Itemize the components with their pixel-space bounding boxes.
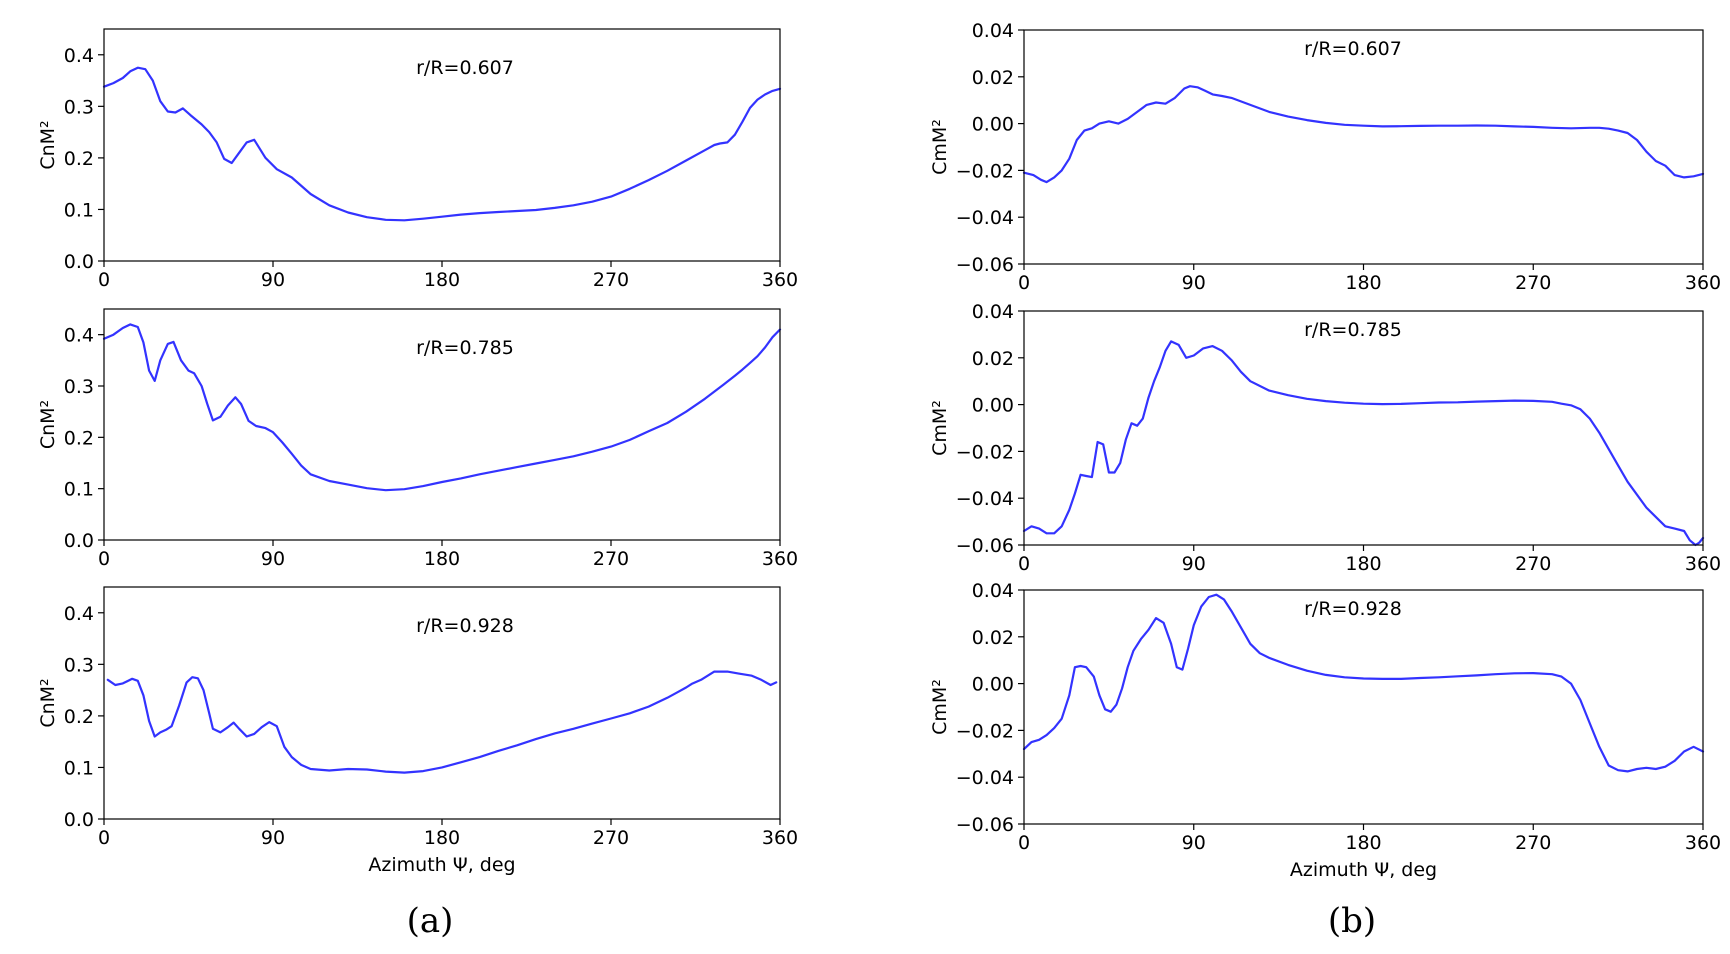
x-tick-label: 180	[424, 269, 460, 291]
y-tick-label: −0.06	[956, 254, 1014, 276]
x-tick-label: 270	[593, 548, 629, 570]
y-axis-label: CmM²	[929, 400, 951, 456]
x-tick-label: 90	[261, 269, 285, 291]
y-tick-label: 0.0	[64, 809, 94, 831]
x-tick-label: 90	[261, 827, 285, 849]
y-axis-label: CmM²	[929, 679, 951, 735]
y-tick-label: 0.4	[64, 45, 94, 67]
y-tick-label: 0.3	[64, 654, 94, 676]
subplot-a-3: 0 90 180 270 360 0.0 0.1 0.2 0.3 0.4 CnM² r/R=0.928…	[37, 586, 798, 876]
x-tick-label: 360	[762, 548, 798, 570]
y-tick-label: 0.02	[972, 627, 1014, 649]
radius-annotation: r/R=0.928	[1304, 598, 1402, 620]
y-tick-label: 0.00	[972, 674, 1014, 696]
y-axis-label: CnM²	[37, 678, 59, 727]
x-tick-label: 360	[1685, 272, 1721, 294]
x-tick-label: 90	[1182, 553, 1206, 575]
y-axis-label: CmM²	[929, 119, 951, 175]
x-tick-label: 180	[1345, 832, 1381, 854]
plot-frame	[1023, 29, 1704, 265]
subplot-b-2: 0 90 180 270 360 −0.06 −0.04 −0.02 0.00 0.02 0.04 C…	[929, 301, 1721, 575]
x-tick-label: 0	[1018, 553, 1030, 575]
subplot-container: 0 90 180 270 360 0.0 0.1 0.2 0.3 0.4 CnM² r/R=0.607…	[37, 20, 1721, 881]
x-tick-label: 180	[424, 827, 460, 849]
y-tick-label: −0.06	[956, 814, 1014, 836]
subplot-b-1: 0 90 180 270 360 −0.06 −0.04 −0.02 0.00 0.02 0.04 C…	[929, 20, 1721, 294]
y-tick-label: 0.02	[972, 348, 1014, 370]
y-tick-label: −0.04	[956, 767, 1014, 789]
x-tick-label: 270	[1515, 553, 1551, 575]
subplot-a-2: 0 90 180 270 360 0.0 0.1 0.2 0.3 0.4 CnM² r/R=0.785	[37, 308, 798, 570]
y-axis-label: CnM²	[37, 120, 59, 169]
y-tick-label: 0.3	[64, 96, 94, 118]
radius-annotation: r/R=0.607	[416, 57, 514, 79]
x-tick-label: 0	[98, 548, 110, 570]
x-tick-label: 180	[1345, 272, 1381, 294]
x-tick-label: 270	[1515, 832, 1551, 854]
subplot-b-3: 0 90 180 270 360 −0.06 −0.04 −0.02 0.00 0.02 0.04 C…	[929, 580, 1721, 881]
x-tick-label: 0	[1018, 272, 1030, 294]
y-tick-label: 0.1	[64, 757, 94, 779]
subplot-a-1: 0 90 180 270 360 0.0 0.1 0.2 0.3 0.4 CnM² r/R=0.607	[37, 28, 798, 291]
sublabel-b: (b)	[1328, 901, 1376, 941]
radius-annotation: r/R=0.928	[416, 615, 514, 637]
x-tick-label: 90	[261, 548, 285, 570]
plot-frame	[1023, 310, 1704, 546]
y-tick-label: 0.04	[972, 20, 1014, 42]
y-tick-label: 0.0	[64, 251, 94, 273]
x-tick-label: 0	[98, 827, 110, 849]
series-line	[1022, 340, 1705, 547]
y-tick-label: −0.02	[956, 441, 1014, 463]
x-tick-label: 270	[1515, 272, 1551, 294]
series-line	[102, 323, 782, 492]
y-tick-label: 0.2	[64, 427, 94, 449]
y-tick-label: 0.1	[64, 479, 94, 501]
series-line	[1022, 85, 1705, 184]
y-tick-label: −0.04	[956, 488, 1014, 510]
radius-annotation: r/R=0.785	[1304, 319, 1402, 341]
y-tick-label: 0.3	[64, 376, 94, 398]
y-tick-label: 0.0	[64, 530, 94, 552]
x-axis-label: Azimuth Ψ, deg	[1290, 859, 1437, 881]
y-tick-label: 0.04	[972, 580, 1014, 602]
y-tick-label: 0.2	[64, 148, 94, 170]
y-tick-label: 0.1	[64, 199, 94, 221]
series-line	[102, 66, 782, 222]
x-tick-label: 360	[762, 269, 798, 291]
y-tick-label: −0.06	[956, 535, 1014, 557]
x-axis-label: Azimuth Ψ, deg	[368, 854, 515, 876]
x-tick-label: 180	[1345, 553, 1381, 575]
y-tick-label: 0.02	[972, 67, 1014, 89]
radius-annotation: r/R=0.785	[416, 337, 514, 359]
y-tick-label: 0.04	[972, 301, 1014, 323]
y-tick-label: 0.2	[64, 706, 94, 728]
y-tick-label: −0.04	[956, 207, 1014, 229]
x-tick-label: 360	[1685, 832, 1721, 854]
y-tick-label: −0.02	[956, 160, 1014, 182]
x-tick-label: 360	[1685, 553, 1721, 575]
plot-frame	[1023, 589, 1704, 825]
x-tick-label: 90	[1182, 832, 1206, 854]
x-tick-label: 0	[1018, 832, 1030, 854]
x-tick-label: 0	[98, 269, 110, 291]
x-tick-label: 360	[762, 827, 798, 849]
x-tick-label: 270	[593, 269, 629, 291]
radius-annotation: r/R=0.607	[1304, 38, 1402, 60]
y-axis-label: CnM²	[37, 400, 59, 449]
y-tick-label: 0.00	[972, 395, 1014, 417]
sublabel-a: (a)	[407, 901, 454, 941]
y-tick-label: 0.4	[64, 325, 94, 347]
y-tick-label: 0.4	[64, 603, 94, 625]
x-tick-label: 270	[593, 827, 629, 849]
series-line	[106, 670, 778, 774]
x-tick-label: 90	[1182, 272, 1206, 294]
series-line	[1022, 593, 1705, 773]
y-tick-label: 0.00	[972, 114, 1014, 136]
y-tick-label: −0.02	[956, 720, 1014, 742]
x-tick-label: 180	[424, 548, 460, 570]
